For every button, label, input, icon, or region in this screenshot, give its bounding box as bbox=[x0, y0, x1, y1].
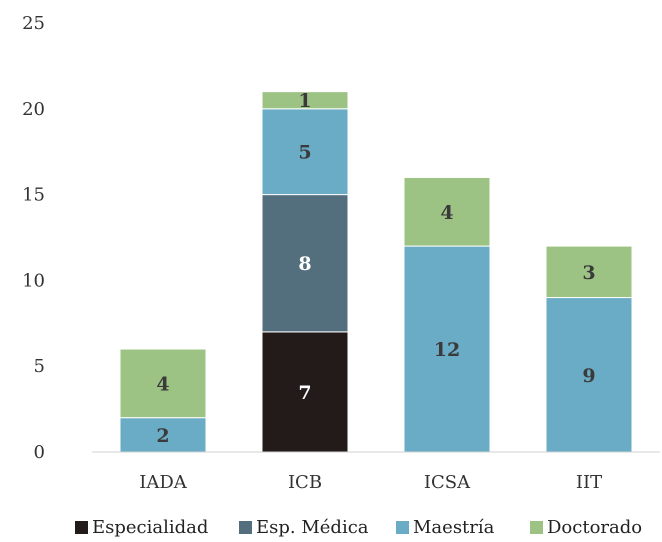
legend-entry: Maestría bbox=[413, 517, 495, 538]
bar-segment bbox=[261, 194, 349, 333]
bar-segment bbox=[545, 297, 633, 453]
data-label: 3 bbox=[582, 262, 595, 284]
legend-swatch bbox=[396, 521, 409, 534]
legend-swatch bbox=[75, 521, 88, 534]
y-tick-label: 5 bbox=[34, 356, 45, 377]
legend-entry: Esp. Médica bbox=[256, 517, 369, 538]
y-tick-label: 25 bbox=[22, 13, 45, 34]
y-tick-label: 20 bbox=[22, 99, 45, 120]
plot-area: 2 4 7 8 5 1 12 4 9 3 bbox=[119, 90, 633, 453]
legend: Especialidad Esp. Médica Maestría Doctorado bbox=[75, 517, 642, 538]
x-tick-label: IADA bbox=[139, 472, 188, 493]
data-label: 9 bbox=[582, 365, 595, 387]
y-axis: 0 5 10 15 20 25 bbox=[22, 13, 45, 463]
legend-swatch bbox=[530, 521, 543, 534]
bar-segment bbox=[261, 91, 349, 110]
y-tick-label: 10 bbox=[22, 270, 45, 291]
data-label: 5 bbox=[298, 142, 311, 164]
x-tick-label: ICB bbox=[288, 472, 322, 493]
bar-segment bbox=[119, 417, 207, 453]
bar-segment bbox=[119, 348, 207, 419]
x-tick-label: IIT bbox=[576, 472, 602, 493]
data-label: 12 bbox=[434, 339, 460, 361]
data-label: 2 bbox=[156, 425, 169, 447]
bar-segment bbox=[403, 176, 491, 247]
bar-segment bbox=[545, 245, 633, 299]
x-tick-label: ICSA bbox=[424, 472, 471, 493]
y-tick-label: 0 bbox=[34, 442, 45, 463]
data-label: 1 bbox=[298, 90, 311, 112]
legend-entry: Especialidad bbox=[92, 517, 208, 538]
data-label: 4 bbox=[440, 202, 453, 224]
data-label: 4 bbox=[156, 373, 169, 395]
data-label: 8 bbox=[298, 253, 311, 275]
bar-segment bbox=[261, 108, 349, 196]
legend-swatch bbox=[239, 521, 252, 534]
legend-entry: Doctorado bbox=[547, 517, 642, 538]
data-label: 7 bbox=[298, 382, 311, 404]
y-tick-label: 15 bbox=[22, 185, 45, 206]
x-axis: IADA ICB ICSA IIT bbox=[139, 472, 602, 493]
